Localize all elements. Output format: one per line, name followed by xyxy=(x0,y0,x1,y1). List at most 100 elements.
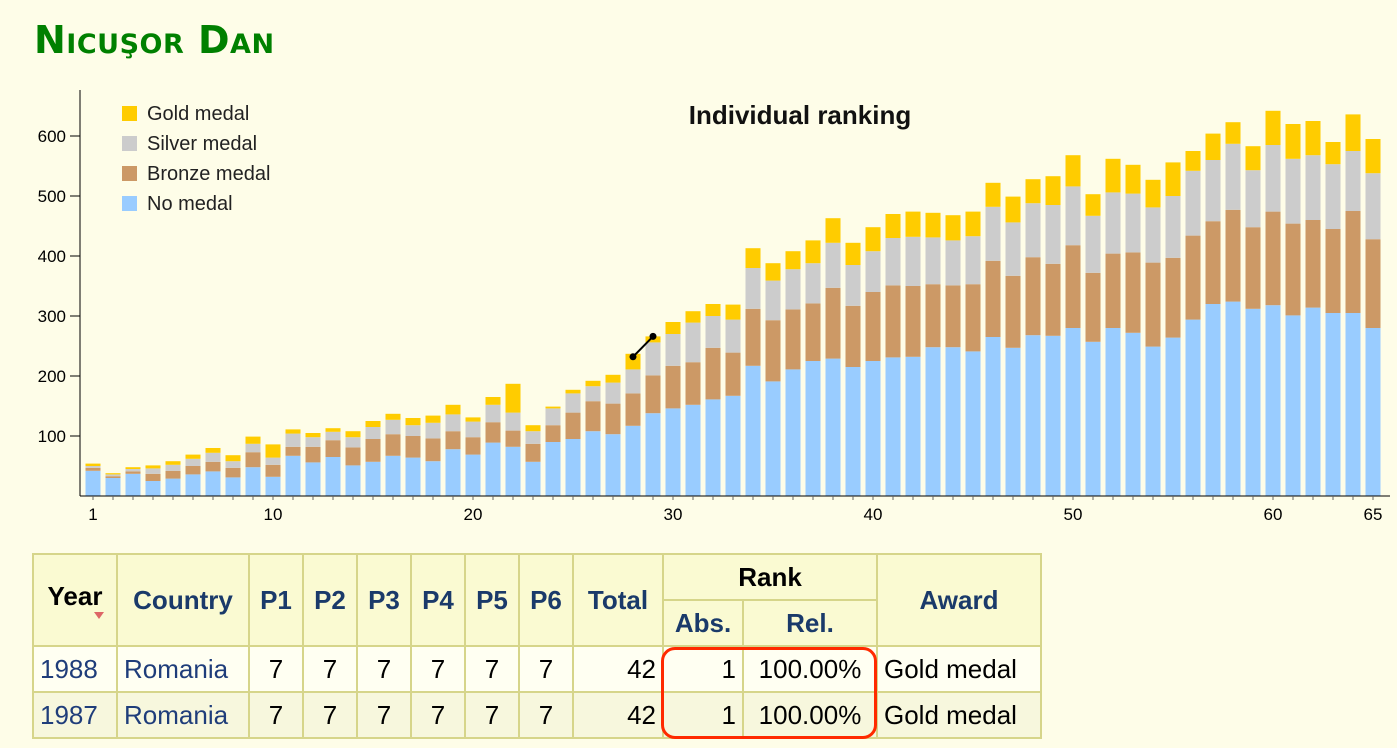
bar-silver-medal-15 xyxy=(365,427,381,439)
bar-silver-medal-21 xyxy=(485,404,501,423)
bar-bronze-medal-63 xyxy=(1325,229,1341,313)
bar-silver-medal-18 xyxy=(425,422,441,439)
bar-silver-medal-34 xyxy=(745,268,761,309)
bar-gold-medal-11 xyxy=(285,429,301,434)
bar-gold-medal-33 xyxy=(725,304,741,320)
bar-no-medal-4 xyxy=(145,481,161,496)
bar-no-medal-17 xyxy=(405,457,421,496)
bar-silver-medal-54 xyxy=(1145,207,1161,263)
bar-silver-medal-31 xyxy=(685,322,701,363)
bar-bronze-medal-13 xyxy=(325,440,341,457)
bar-bronze-medal-43 xyxy=(925,284,941,348)
bar-no-medal-55 xyxy=(1165,337,1181,496)
header-rank-abs[interactable]: Abs. xyxy=(662,599,744,647)
table-row: 1987 Romania 7 7 7 7 7 7 42 1 100.00% Go… xyxy=(32,691,1042,739)
bar-no-medal-28 xyxy=(625,425,641,496)
bar-bronze-medal-23 xyxy=(525,443,541,462)
bar-silver-medal-25 xyxy=(565,393,581,413)
year-link[interactable]: 1988 xyxy=(32,645,118,693)
header-p2[interactable]: P2 xyxy=(302,553,358,647)
bar-gold-medal-65 xyxy=(1365,139,1381,174)
bar-gold-medal-46 xyxy=(985,182,1001,207)
bar-gold-medal-13 xyxy=(325,428,341,432)
header-p1[interactable]: P1 xyxy=(248,553,304,647)
rank-abs: 1 xyxy=(662,691,744,739)
bar-bronze-medal-60 xyxy=(1265,211,1281,306)
bar-gold-medal-6 xyxy=(185,454,201,459)
y-tick-label-100: 100 xyxy=(38,427,66,446)
bar-no-medal-65 xyxy=(1365,328,1381,496)
header-year[interactable]: Year xyxy=(32,553,118,647)
bar-gold-medal-55 xyxy=(1165,162,1181,196)
bar-silver-medal-4 xyxy=(145,468,161,474)
header-award[interactable]: Award xyxy=(876,553,1042,647)
bar-no-medal-22 xyxy=(505,446,521,496)
bar-gold-medal-28 xyxy=(625,353,641,370)
bar-bronze-medal-16 xyxy=(385,434,401,456)
bar-bronze-medal-41 xyxy=(885,285,901,358)
bar-no-medal-27 xyxy=(605,434,621,496)
bar-no-medal-31 xyxy=(685,404,701,496)
bar-silver-medal-58 xyxy=(1225,143,1241,210)
bar-silver-medal-62 xyxy=(1305,155,1321,220)
bar-silver-medal-59 xyxy=(1245,170,1261,228)
bar-bronze-medal-10 xyxy=(265,464,281,477)
header-country[interactable]: Country xyxy=(116,553,250,647)
bar-gold-medal-57 xyxy=(1205,133,1221,160)
bar-gold-medal-56 xyxy=(1185,151,1201,171)
bar-no-medal-5 xyxy=(165,478,181,496)
bar-bronze-medal-20 xyxy=(465,437,481,455)
country-link[interactable]: Romania xyxy=(116,691,250,739)
bar-no-medal-38 xyxy=(825,358,841,496)
header-p5[interactable]: P5 xyxy=(464,553,520,647)
bar-gold-medal-1 xyxy=(85,463,101,466)
bar-no-medal-59 xyxy=(1245,308,1261,496)
bar-silver-medal-57 xyxy=(1205,160,1221,222)
header-p4[interactable]: P4 xyxy=(410,553,466,647)
header-total[interactable]: Total xyxy=(572,553,664,647)
bar-no-medal-45 xyxy=(965,351,981,496)
y-tick-label-600: 600 xyxy=(38,127,66,146)
bar-no-medal-64 xyxy=(1345,313,1361,496)
bar-silver-medal-65 xyxy=(1365,173,1381,240)
bar-no-medal-39 xyxy=(845,367,861,496)
x-tick-label-65: 65 xyxy=(1364,505,1383,524)
bar-bronze-medal-37 xyxy=(805,303,821,361)
bar-no-medal-40 xyxy=(865,361,881,496)
country-link[interactable]: Romania xyxy=(116,645,250,693)
score-total: 42 xyxy=(572,691,664,739)
bar-no-medal-34 xyxy=(745,365,761,496)
bar-bronze-medal-15 xyxy=(365,439,381,462)
legend-swatch-silver-medal xyxy=(122,136,137,151)
bar-bronze-medal-7 xyxy=(205,461,221,472)
bar-bronze-medal-11 xyxy=(285,446,301,456)
bar-no-medal-13 xyxy=(325,457,341,496)
results-table: Year Country P1 P2 P3 P4 P5 P6 Total Ran… xyxy=(32,553,1042,739)
bar-no-medal-10 xyxy=(265,476,281,496)
bar-bronze-medal-36 xyxy=(785,309,801,370)
award: Gold medal xyxy=(876,645,1042,693)
y-tick-label-500: 500 xyxy=(38,187,66,206)
bar-no-medal-8 xyxy=(225,477,241,496)
year-link[interactable]: 1987 xyxy=(32,691,118,739)
bar-silver-medal-7 xyxy=(205,452,221,462)
bar-no-medal-58 xyxy=(1225,301,1241,496)
bar-bronze-medal-42 xyxy=(905,286,921,357)
header-p6[interactable]: P6 xyxy=(518,553,574,647)
bar-gold-medal-41 xyxy=(885,214,901,238)
bar-gold-medal-4 xyxy=(145,465,161,469)
sort-desc-icon xyxy=(94,612,104,619)
header-rank-rel[interactable]: Rel. xyxy=(742,599,878,647)
score-p1: 7 xyxy=(248,691,304,739)
bar-bronze-medal-45 xyxy=(965,284,981,352)
bar-bronze-medal-3 xyxy=(125,471,141,474)
x-tick-label-60: 60 xyxy=(1264,505,1283,524)
bar-gold-medal-50 xyxy=(1065,155,1081,187)
bar-gold-medal-9 xyxy=(245,436,261,444)
bar-gold-medal-25 xyxy=(565,389,581,394)
bar-no-medal-61 xyxy=(1285,315,1301,496)
bar-gold-medal-51 xyxy=(1085,194,1101,216)
bar-gold-medal-64 xyxy=(1345,114,1361,151)
header-year-label: Year xyxy=(47,581,103,611)
header-p3[interactable]: P3 xyxy=(356,553,412,647)
